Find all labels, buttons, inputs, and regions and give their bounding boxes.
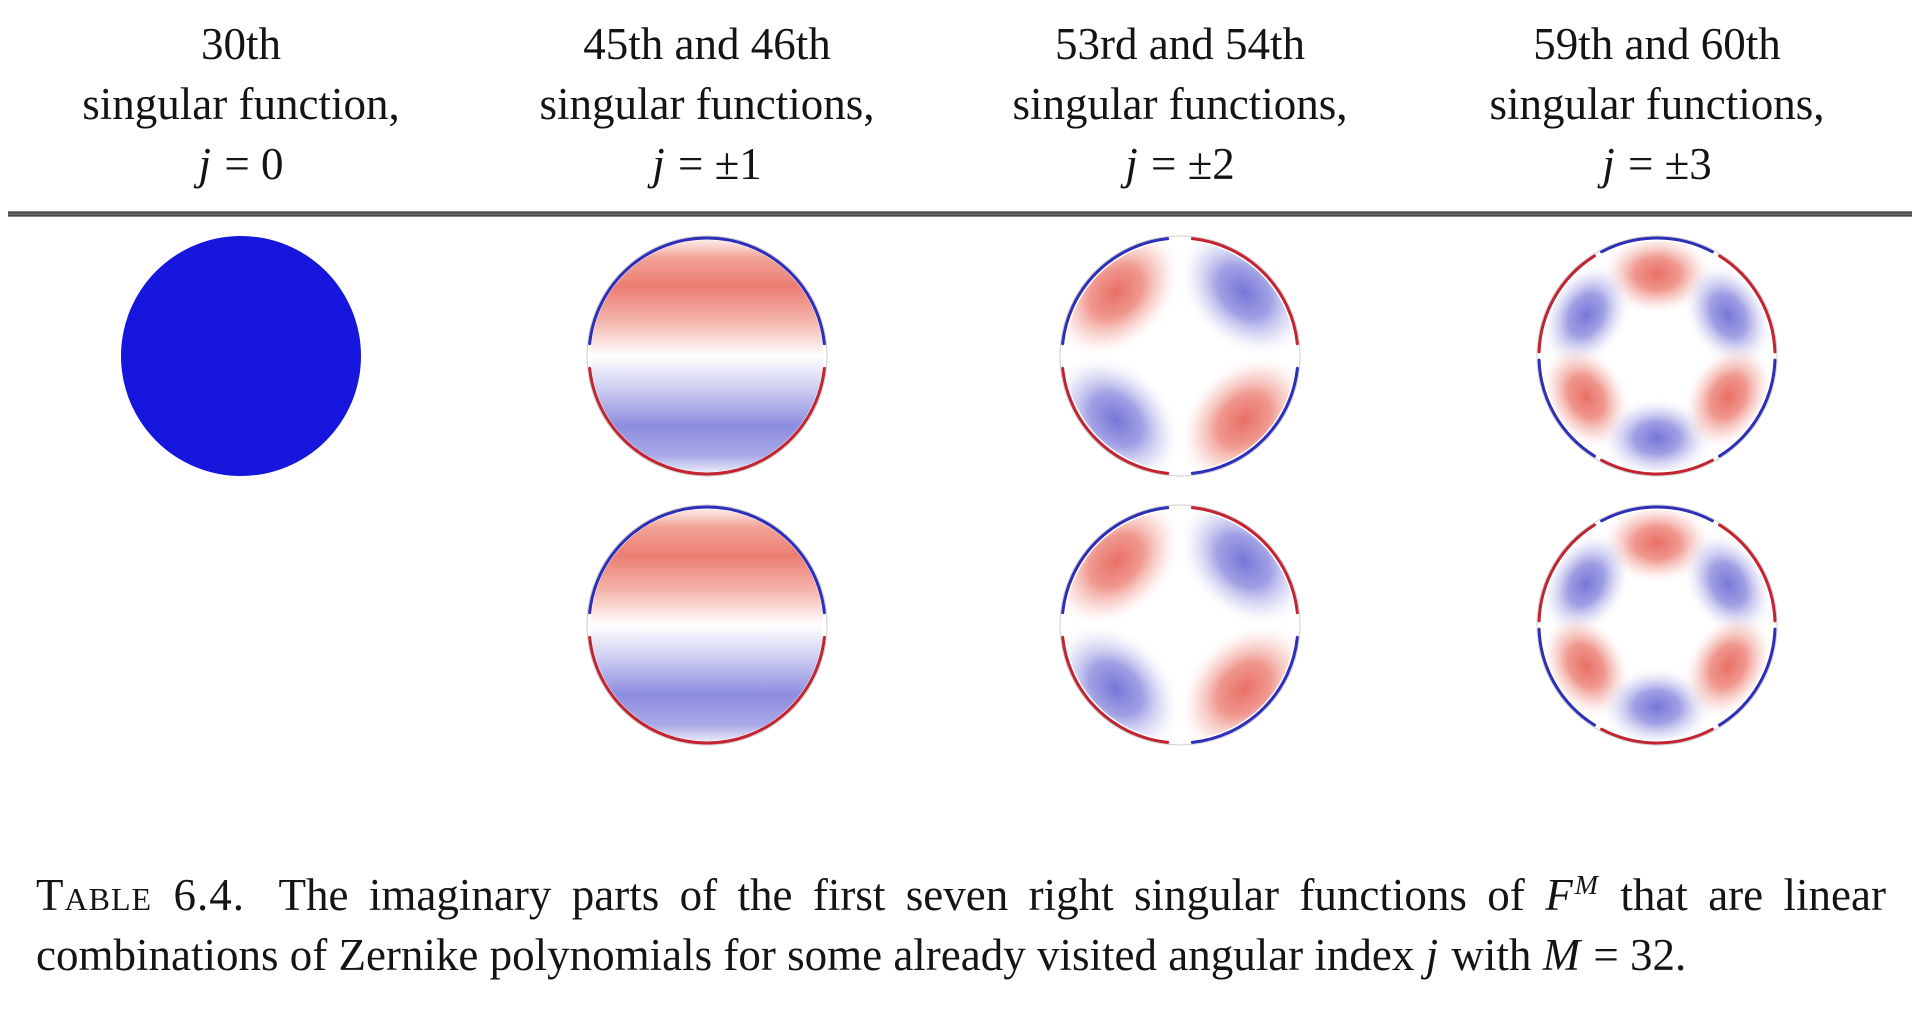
column-header-3: 53rd and 54th singular functions, j = ±2 bbox=[940, 14, 1420, 194]
disk-dipole-gradient bbox=[591, 509, 823, 741]
disk-rim-arcs bbox=[1061, 506, 1299, 744]
disk-rim-arcs bbox=[1537, 505, 1777, 745]
header-ordinal: 45th and 46th bbox=[583, 19, 831, 69]
table-caption: Table 6.4. The imaginary parts of the fi… bbox=[36, 865, 1886, 985]
caption-text-2: that are linear combinations of Zernike … bbox=[36, 870, 1886, 980]
zernike-disk-row1-col2-dipole bbox=[586, 235, 828, 477]
column-header-2: 45th and 46th singular functions, j = ±1 bbox=[467, 14, 947, 194]
caption-j-var: j bbox=[1425, 930, 1439, 980]
caption-F-var: F bbox=[1545, 870, 1573, 920]
header-index-var: j bbox=[652, 139, 665, 189]
header-ordinal: 59th and 60th bbox=[1533, 19, 1781, 69]
disk-dipole-gradient bbox=[591, 240, 823, 472]
header-index-eq: = ±1 bbox=[677, 139, 762, 189]
zernike-disk-row1-col3-quadrupole bbox=[1059, 235, 1301, 477]
zernike-disk-row1-col4-sextupole bbox=[1536, 235, 1778, 477]
header-index-eq: = ±2 bbox=[1150, 139, 1235, 189]
header-index-var: j bbox=[1602, 139, 1615, 189]
disk-rim-arcs bbox=[1537, 236, 1777, 476]
header-function-label: singular function, bbox=[82, 79, 400, 129]
header-ordinal: 53rd and 54th bbox=[1055, 19, 1305, 69]
caption-text-4: = 32. bbox=[1582, 930, 1687, 980]
header-function-label: singular functions, bbox=[1012, 79, 1348, 129]
disk-lobes bbox=[1542, 510, 1772, 740]
header-index-expression: j = ±1 bbox=[467, 134, 947, 194]
header-index-eq: = 0 bbox=[224, 139, 284, 189]
column-header-4: 59th and 60th singular functions, j = ±3 bbox=[1417, 14, 1897, 194]
header-index-expression: j = ±2 bbox=[940, 134, 1420, 194]
zernike-disk-row2-col2-dipole bbox=[586, 504, 828, 746]
disk-rim-arcs bbox=[588, 236, 826, 476]
header-function-label: singular functions, bbox=[1489, 79, 1825, 129]
header-ordinal: 30th bbox=[200, 19, 281, 69]
header-rule bbox=[8, 211, 1912, 217]
disk-rim-arcs bbox=[1061, 237, 1299, 475]
header-index-var: j bbox=[1125, 139, 1138, 189]
caption-text-3: with bbox=[1440, 930, 1543, 980]
disk-fill-blue bbox=[121, 236, 361, 476]
zernike-disk-row2-col3-quadrupole bbox=[1059, 504, 1301, 746]
zernike-disk-row1-col1-uniform_blue bbox=[121, 236, 361, 476]
zernike-disk-row2-col4-sextupole bbox=[1536, 504, 1778, 746]
header-index-var: j bbox=[198, 139, 212, 189]
header-index-expression: j = 0 bbox=[1, 134, 481, 194]
caption-F-sup: M bbox=[1574, 870, 1598, 901]
header-index-eq: = ±3 bbox=[1627, 139, 1712, 189]
header-index-expression: j = ±3 bbox=[1417, 134, 1897, 194]
column-header-1: 30th singular function, j = 0 bbox=[1, 14, 481, 194]
caption-text-1: The imaginary parts of the first seven r… bbox=[258, 870, 1546, 920]
figure-grid bbox=[121, 235, 1778, 746]
disk-rim-arcs bbox=[588, 505, 826, 745]
caption-label: Table 6.4. bbox=[36, 870, 245, 920]
header-function-label: singular functions, bbox=[539, 79, 875, 129]
caption-M-var: M bbox=[1542, 930, 1581, 980]
